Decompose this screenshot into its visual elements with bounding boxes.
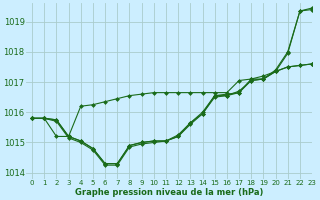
- X-axis label: Graphe pression niveau de la mer (hPa): Graphe pression niveau de la mer (hPa): [75, 188, 263, 197]
